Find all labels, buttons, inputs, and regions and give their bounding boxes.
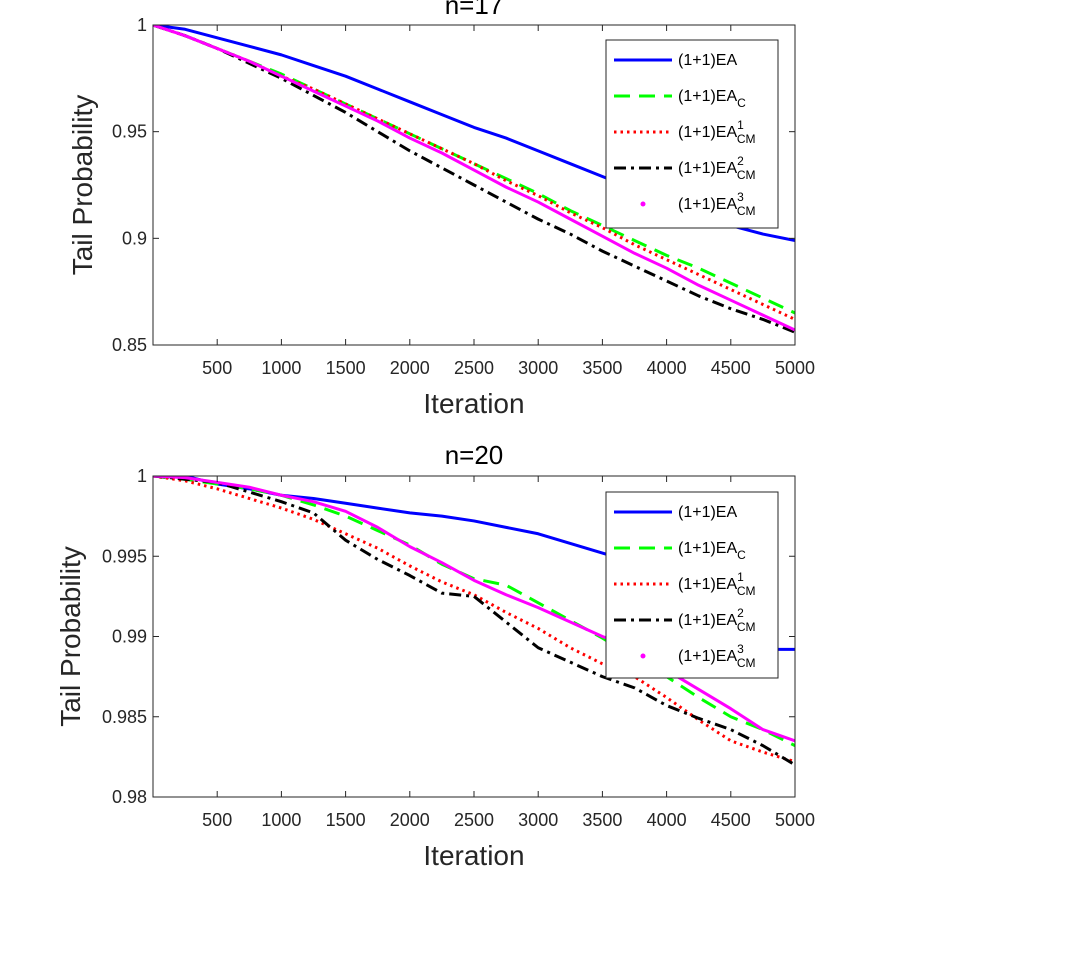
x-axis-label: Iteration [423,388,524,419]
x-tick-label: 1000 [261,810,301,830]
x-tick-label: 4500 [711,358,751,378]
legend-label-4: (1+1)EA2 CM [678,606,756,634]
chart-2: 500 1000 1500 2000 2500 3000 3500 4000 4500 5000 0… [55,440,815,871]
x-tick-label: 500 [202,810,232,830]
y-tick-label: 0.99 [112,627,147,647]
x-tick-label: 3000 [518,358,558,378]
legend-label-3: (1+1)EA1 CM [678,118,756,146]
series-line-4 [153,25,795,334]
x-tick-label: 1500 [326,810,366,830]
legend-label-1: (1+1)EA [678,52,737,69]
y-tick-label: 0.9 [122,228,147,248]
x-tick-label: 2500 [454,810,494,830]
x-tick-label: 3500 [582,358,622,378]
y-axis-label: Tail Probability [55,546,86,727]
x-tick-label: 1500 [326,358,366,378]
series-line-5 [153,476,795,743]
x-tick-label: 2000 [390,358,430,378]
legend-marker [640,201,646,207]
y-tick-label: 0.98 [112,787,147,807]
legend: (1+1)EA (1+1)EAC (1+1)EA1 CM (1+1)EA2 CM (1+1)… [605,491,779,679]
x-tick-label: 3500 [582,810,622,830]
x-tick-label: 4000 [647,358,687,378]
chart-1: 500 1000 1500 2000 2500 3000 3500 4000 4500 5000 0… [67,0,815,419]
y-tick-label: 0.95 [112,122,147,142]
x-tick-label: 1000 [261,358,301,378]
legend-label-3: (1+1)EA1 CM [678,570,756,598]
x-tick-label: 4500 [711,810,751,830]
y-tick-label: 0.995 [102,546,147,566]
legend-label-5: (1+1)EA3 CM [678,190,756,218]
chart-title: n=17 [445,0,504,20]
y-tick-label: 0.985 [102,707,147,727]
x-axis-label: Iteration [423,840,524,871]
series-line-4 [153,476,795,767]
legend-label-2: (1+1)EAC [678,88,746,110]
legend-label-4: (1+1)EA2 CM [678,154,756,182]
x-tick-label: 2500 [454,358,494,378]
legend-marker [640,653,646,659]
legend-label-1: (1+1)EA [678,504,737,521]
x-tick-label: 5000 [775,358,815,378]
series-line-5 [153,25,795,332]
y-tick-label: 1 [137,15,147,35]
legend-box [605,39,779,229]
x-tick-label: 2000 [390,810,430,830]
legend-label-2: (1+1)EAC [678,540,746,562]
chart-title: n=20 [445,440,504,470]
y-tick-label: 1 [137,466,147,486]
x-tick-label: 5000 [775,810,815,830]
x-tick-label: 3000 [518,810,558,830]
y-tick-label: 0.85 [112,335,147,355]
legend-label-5: (1+1)EA3 CM [678,642,756,670]
x-tick-label: 500 [202,358,232,378]
legend: (1+1)EA (1+1)EAC (1+1)EA1 CM (1+1)EA2 CM (1+1)… [605,39,779,229]
y-axis-label: Tail Probability [67,95,98,276]
x-tick-label: 4000 [647,810,687,830]
